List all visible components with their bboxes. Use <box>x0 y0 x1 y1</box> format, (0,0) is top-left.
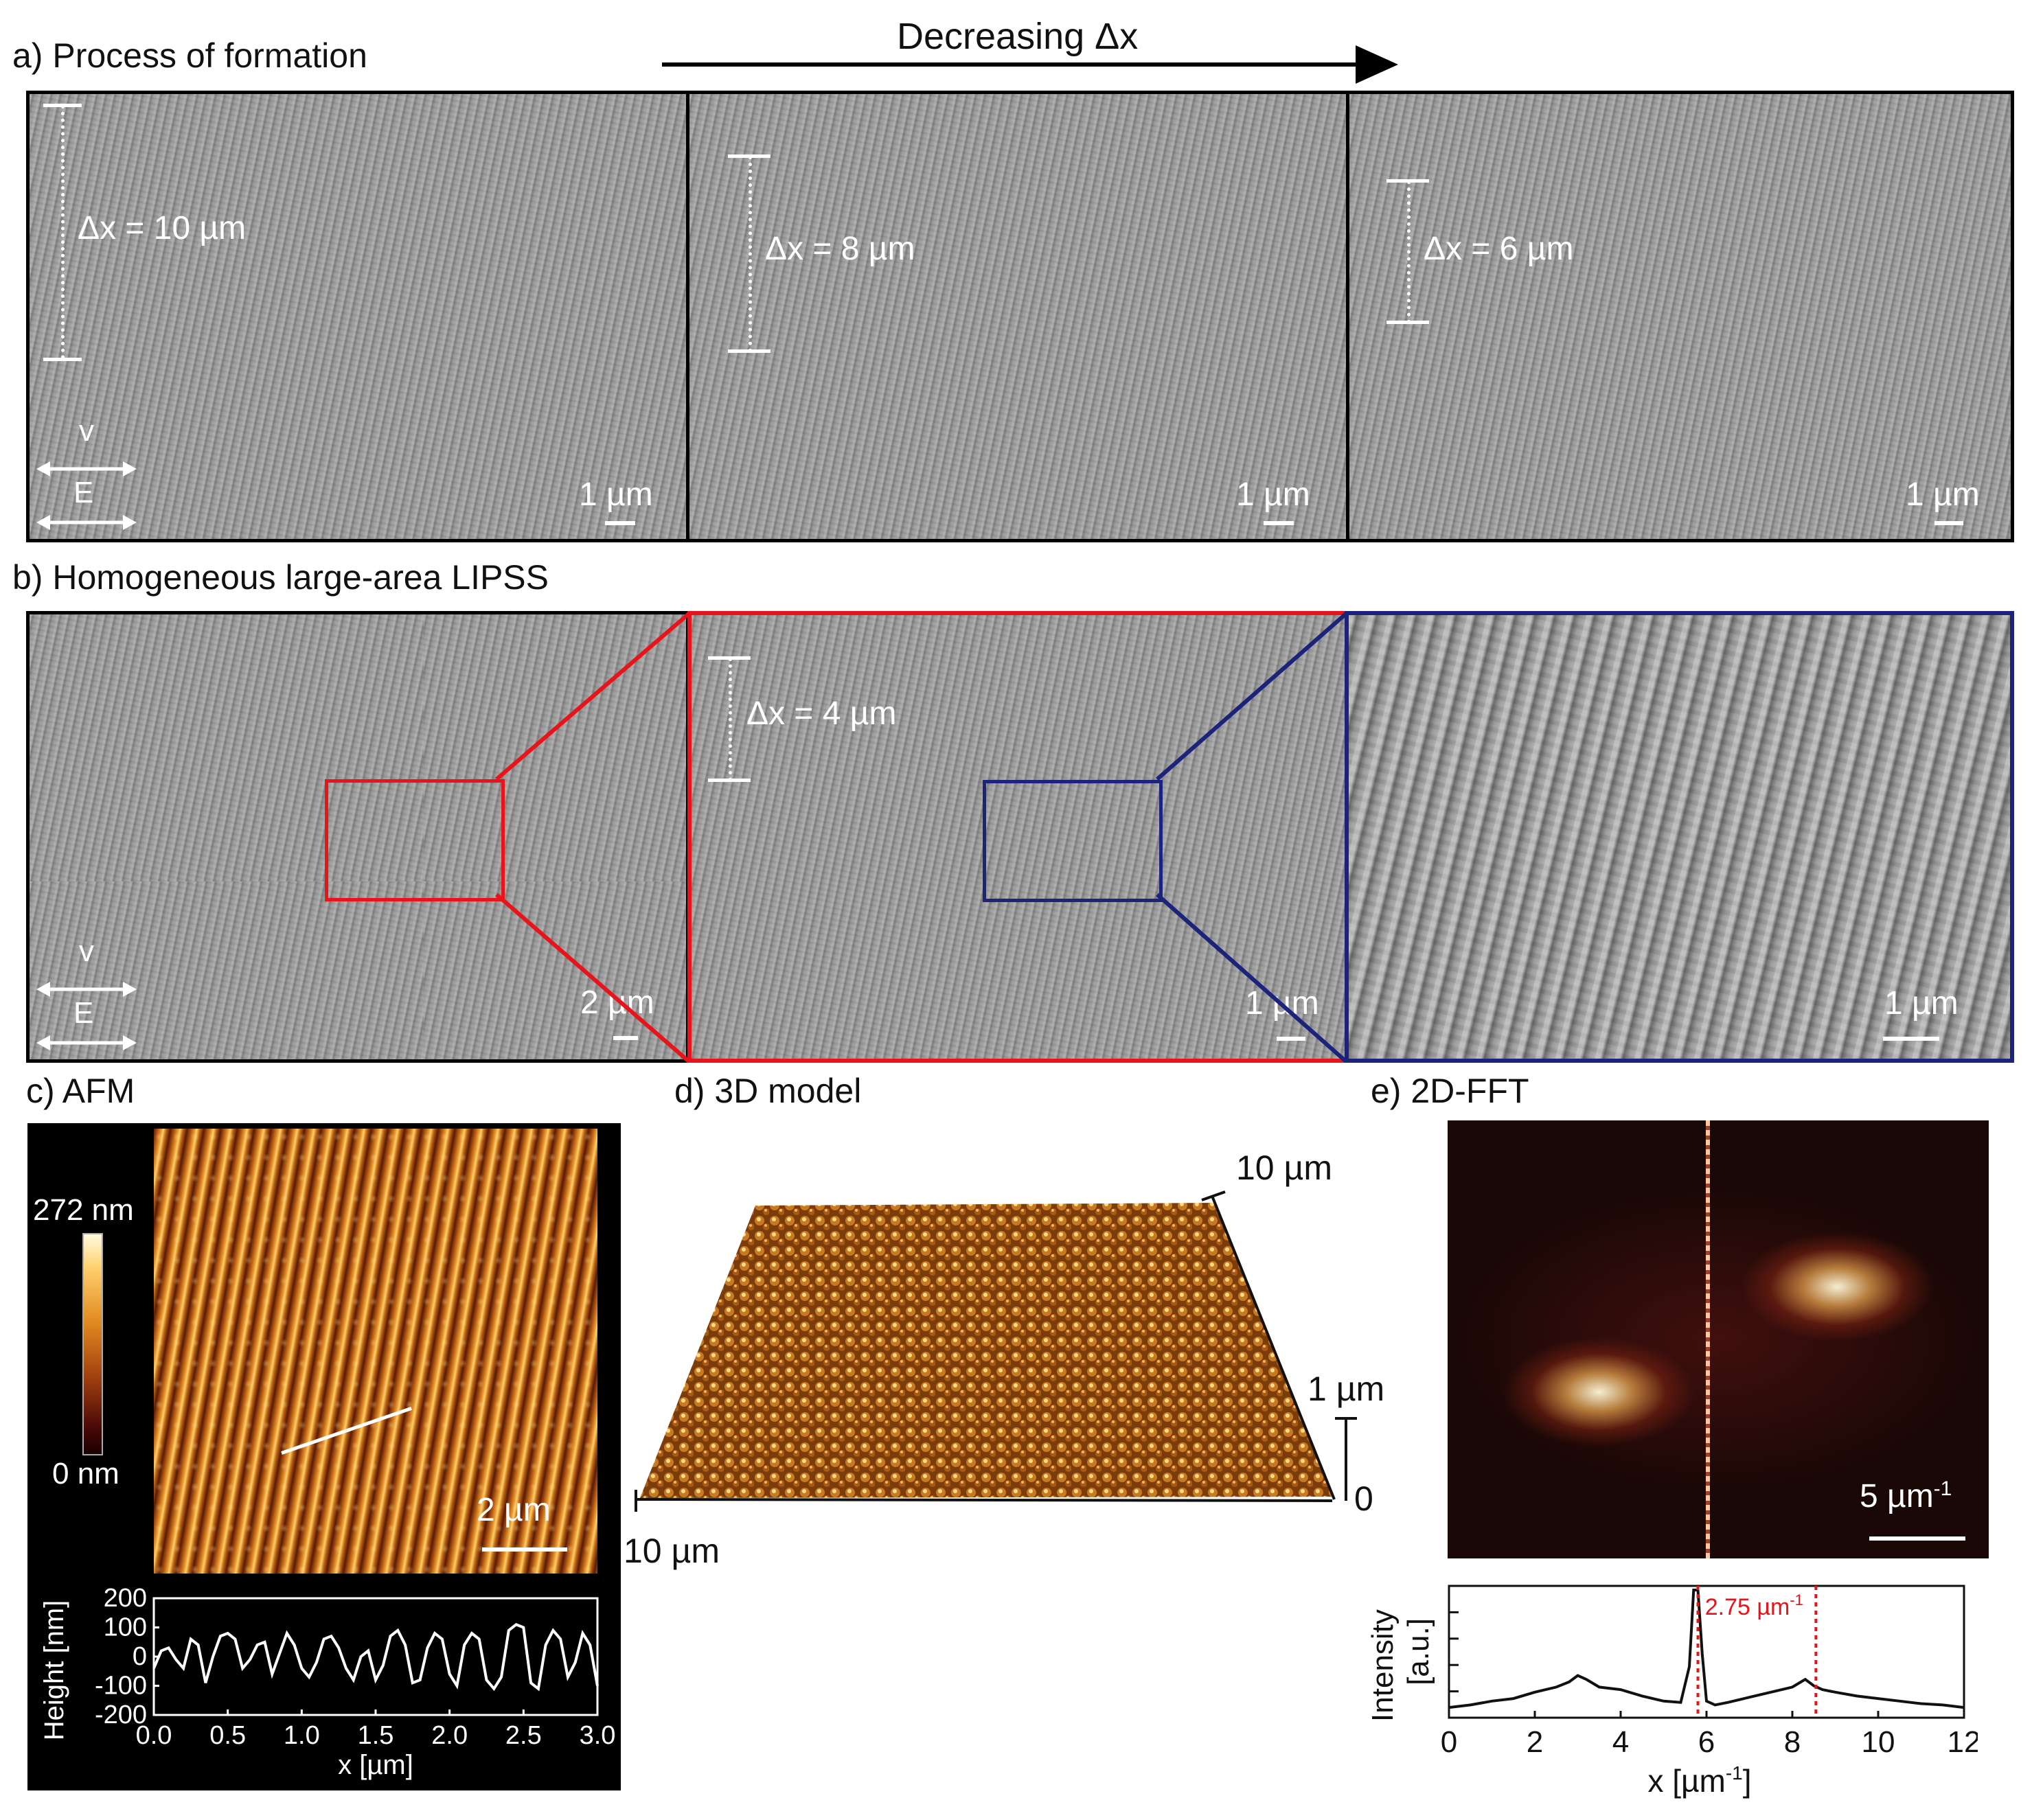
x-tick-label: 1.5 <box>358 1721 394 1750</box>
intensity-series-line <box>1448 1589 1965 1709</box>
label-height: 1 µm <box>1308 1370 1385 1408</box>
panel-e-title: e) 2D-FFT <box>1371 1072 1529 1110</box>
3d-model: 10 µm 1 µm 0 10 µm <box>618 1140 1387 1593</box>
dx-label: Δx = 6 µm <box>1424 231 1574 267</box>
arrow-label: Decreasing Δx <box>897 16 1139 57</box>
x-tick-label: 3.0 <box>580 1721 616 1750</box>
scale-label: 1 µm <box>1884 985 1959 1022</box>
colorbar-min: 0 nm <box>52 1457 119 1490</box>
scale-label: 1 µm <box>1906 476 1980 513</box>
y-axis-label: Height [nm] <box>39 1600 69 1741</box>
zoom-box-blue <box>983 780 1163 902</box>
scale-label: 1 µm <box>579 476 653 513</box>
v-label: v <box>79 934 94 968</box>
sem-image-a3: Δx = 6 µm 1 µm <box>1346 91 2014 542</box>
y-tick-label: 0 <box>133 1642 147 1671</box>
dx-bar <box>61 105 65 359</box>
zoom-box-red <box>325 779 505 901</box>
e-label: E <box>73 996 94 1030</box>
x-tick-label: 0 <box>1441 1725 1457 1759</box>
dx-label: Δx = 4 µm <box>746 695 897 732</box>
e-field-arrow-icon <box>36 1035 137 1050</box>
scale-label: 2 µm <box>477 1492 551 1528</box>
colorbar <box>82 1233 103 1455</box>
scale-label: 5 µm-1 <box>1860 1477 1952 1514</box>
x-tick-label: 6 <box>1698 1725 1715 1759</box>
panel-a-title: a) Process of formation <box>12 36 367 75</box>
plot-frame <box>152 1597 599 1716</box>
scale-label: 1 µm <box>1245 985 1319 1022</box>
label-zero: 0 <box>1354 1479 1373 1518</box>
x-tick-label: 4 <box>1612 1725 1629 1759</box>
colorbar-max: 272 nm <box>33 1193 134 1227</box>
afm-image: 2 µm <box>154 1129 597 1574</box>
surface <box>640 1203 1332 1498</box>
panel-b-title: b) Homogeneous large-area LIPSS <box>12 558 549 597</box>
scale-bar <box>482 1547 567 1552</box>
intensity-spectrum-chart: 2.75 µm-1 0 2 4 6 8 10 12 x [µm-1] Intensity [a.u.… <box>1366 1585 1978 1799</box>
x-tick-label: 2.5 <box>505 1721 542 1750</box>
e-field-arrow-icon <box>36 515 137 530</box>
panel-d-title: d) 3D model <box>674 1072 862 1110</box>
scale-label: 1 µm <box>1236 476 1310 513</box>
x-axis-label: x [µm-1] <box>1647 1762 1751 1799</box>
x-tick-label: 8 <box>1784 1725 1801 1759</box>
y-tick-label: -200 <box>95 1701 147 1729</box>
x-tick-label: 0.5 <box>209 1721 246 1750</box>
panel-c-title: c) AFM <box>26 1072 135 1110</box>
fft-image: 5 µm-1 <box>1448 1120 1989 1558</box>
sem-image-b1: v E 2 µm <box>26 611 689 1063</box>
scale-bar <box>1883 1037 1939 1041</box>
y-axis-unit: [a.u.] <box>1402 1618 1435 1685</box>
x-axis-label: x [µm] <box>338 1750 413 1780</box>
label-top: 10 µm <box>1236 1149 1332 1187</box>
peak-annotation: 2.75 µm-1 <box>1705 1591 1803 1620</box>
afm-panel: 272 nm 0 nm 2 µm 200 100 0 -100 -200 0.0 0.5 1.… <box>27 1123 621 1790</box>
height-series-line <box>152 1623 599 1692</box>
x-tick-label: 2.0 <box>431 1721 468 1750</box>
scale-bar <box>1869 1536 1965 1541</box>
scale-bar <box>605 521 635 525</box>
scale-label: 2 µm <box>580 984 654 1021</box>
dx-label: Δx = 10 µm <box>78 210 247 246</box>
e-label: E <box>73 476 94 509</box>
x-tick-label: 2 <box>1527 1725 1543 1759</box>
velocity-arrow-icon <box>36 982 137 997</box>
scale-bar <box>613 1036 638 1040</box>
x-tick-label: 1.0 <box>284 1721 320 1750</box>
sem-image-a2: Δx = 8 µm 1 µm <box>686 91 1349 542</box>
decreasing-arrow <box>662 43 1404 91</box>
dx-label: Δx = 8 µm <box>765 231 915 267</box>
sem-image-b3: 1 µm <box>1345 611 2014 1063</box>
y-axis-label: Intensity <box>1366 1609 1400 1722</box>
scale-bar <box>1277 1037 1305 1041</box>
x-tick-label: 0.0 <box>136 1721 172 1750</box>
fft-center-line <box>1706 1120 1710 1558</box>
sem-image-b2: Δx = 4 µm 1 µm <box>687 611 1349 1063</box>
x-tick-label: 10 <box>1862 1725 1895 1759</box>
label-front: 10 µm <box>624 1532 720 1570</box>
y-tick-label: -100 <box>95 1672 147 1701</box>
velocity-arrow-icon <box>36 461 137 476</box>
y-tick-label: 100 <box>104 1613 147 1642</box>
profile-line <box>281 1407 412 1455</box>
scale-bar <box>1934 521 1963 525</box>
v-label: v <box>79 414 94 448</box>
y-tick-label: 200 <box>104 1585 147 1613</box>
x-tick-label: 12 <box>1948 1725 1978 1759</box>
sem-image-a1: Δx = 10 µm v E 1 µm <box>26 91 689 542</box>
scale-bar <box>1264 521 1294 525</box>
